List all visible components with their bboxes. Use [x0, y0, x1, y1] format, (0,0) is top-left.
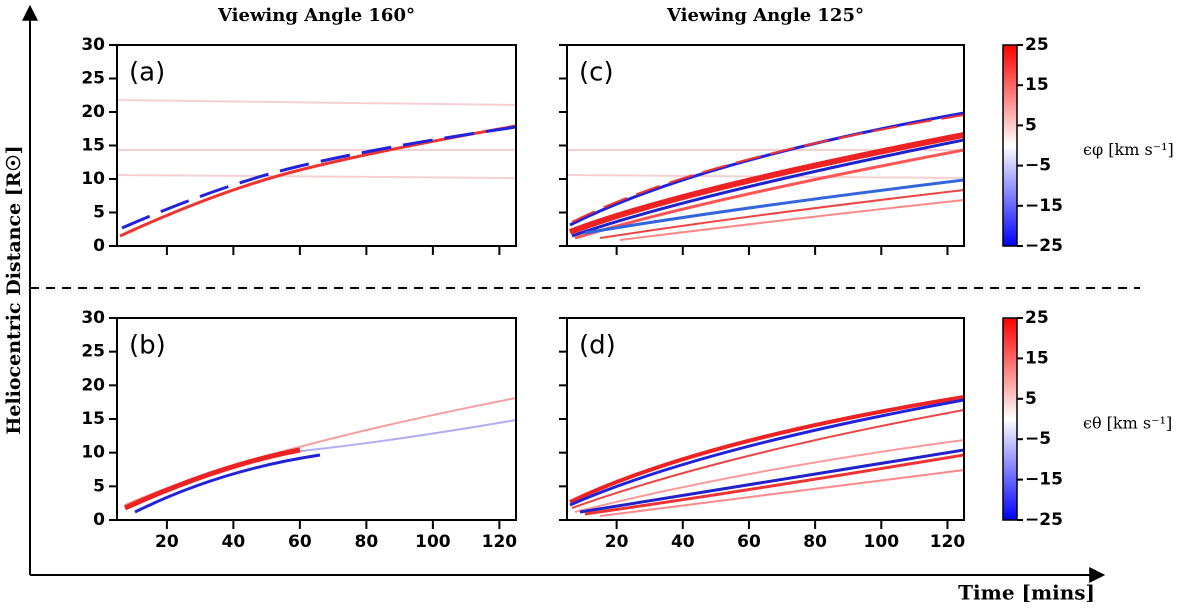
colorbar-tick-label: −25	[1025, 236, 1063, 256]
streaks	[567, 111, 964, 241]
streaks	[117, 99, 516, 238]
panel-frame	[116, 317, 517, 521]
colorbar	[1002, 317, 1018, 521]
colorbar-label: ϵθ [km s⁻¹]	[1083, 414, 1172, 433]
colorbar-tick-label: −25	[1025, 510, 1063, 530]
x-tick-label: 100	[864, 532, 900, 552]
panel-label: (d)	[579, 331, 616, 361]
colorbar-tick-label: 25	[1025, 35, 1049, 55]
x-tick-label: 120	[482, 532, 518, 552]
streaks	[569, 395, 964, 517]
y-tick-label: 25	[81, 342, 105, 362]
y-tick-label: 5	[93, 203, 105, 223]
y-tick-label: 25	[81, 69, 105, 89]
y-tick-label: 30	[81, 35, 105, 55]
x-tick-label: 20	[155, 532, 179, 552]
streaks	[123, 397, 516, 514]
colorbar-tick-label: 5	[1025, 115, 1037, 135]
colorbar-tick-label: 5	[1025, 389, 1037, 409]
y-tick-label: 10	[81, 169, 105, 189]
colorbar-tick-label: 25	[1025, 308, 1049, 328]
x-label: Time [mins]	[958, 581, 1095, 605]
x-tick-label: 40	[671, 532, 695, 552]
x-tick-label: 20	[605, 532, 629, 552]
y-tick-label: 0	[93, 236, 105, 256]
panel-label: (c)	[579, 58, 614, 88]
panel-label: (a)	[129, 58, 165, 88]
colorbar-tick-label: 15	[1025, 75, 1049, 95]
column-title: Viewing Angle 125°	[666, 5, 864, 26]
y-tick-label: 0	[93, 510, 105, 530]
y-tick-label: 10	[81, 443, 105, 463]
y-tick-label: 15	[81, 136, 105, 156]
colorbar-tick-label: −15	[1025, 470, 1063, 490]
x-tick-label: 100	[415, 532, 451, 552]
y-tick-label: 15	[81, 409, 105, 429]
y-tick-label: 20	[81, 375, 105, 395]
colorbar-tick-label: 15	[1025, 348, 1049, 368]
x-tick-label: 60	[288, 532, 312, 552]
colorbar-tick-label: −5	[1025, 429, 1051, 449]
y-label: Heliocentric Distance [R☉]	[3, 145, 25, 434]
y-tick-label: 30	[81, 308, 105, 328]
colorbar	[1002, 44, 1018, 247]
x-tick-label: 80	[803, 532, 827, 552]
colorbar-label: ϵφ [km s⁻¹]	[1083, 140, 1174, 159]
y-tick-label: 5	[93, 476, 105, 496]
x-tick-label: 40	[222, 532, 246, 552]
x-tick-label: 60	[737, 532, 761, 552]
panel-label: (b)	[129, 331, 166, 361]
panel-frame	[116, 44, 517, 247]
x-tick-label: 120	[930, 532, 966, 552]
colorbar-tick-label: −15	[1025, 196, 1063, 216]
x-tick-label: 80	[355, 532, 379, 552]
colorbar-tick-label: −5	[1025, 156, 1051, 176]
y-tick-label: 20	[81, 102, 105, 122]
column-title: Viewing Angle 160°	[217, 5, 415, 26]
